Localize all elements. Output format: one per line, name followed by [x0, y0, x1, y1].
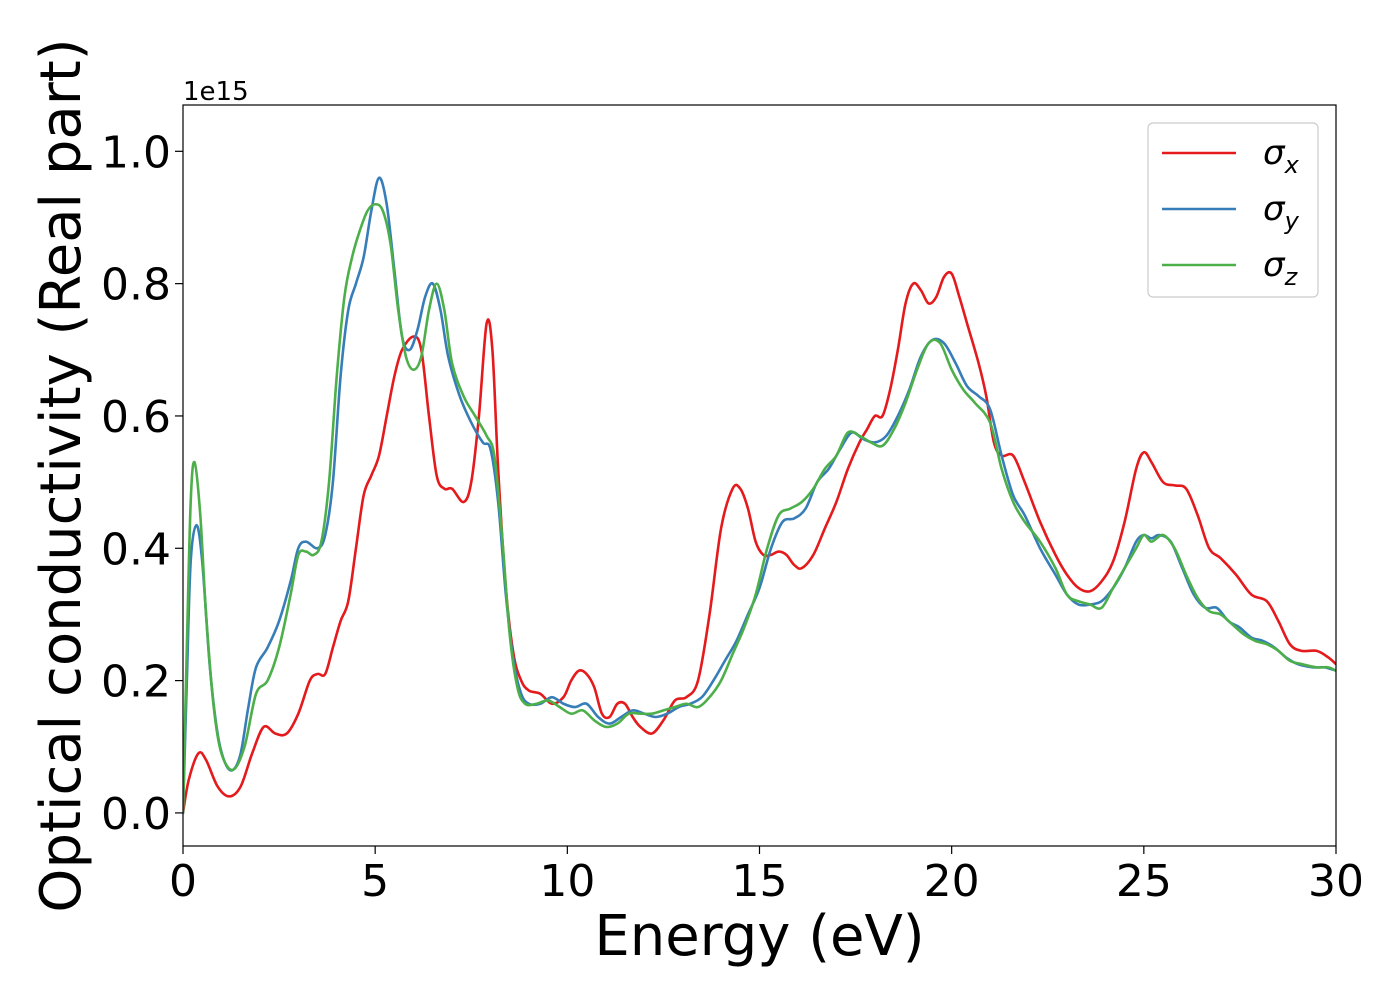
y-tick-label: 0.4 — [101, 524, 171, 575]
y-tick-label: 0.6 — [101, 392, 171, 443]
y-axis-offset-label: 1e15 — [183, 77, 249, 107]
y-tick-label: 0.8 — [101, 260, 171, 311]
y-tick-label: 1.0 — [101, 127, 171, 178]
legend-label-y: σy — [1263, 189, 1300, 235]
y-tick-label: 0.2 — [101, 657, 171, 708]
series-line-z — [183, 202, 1336, 815]
legend-label-z: σz — [1263, 245, 1299, 291]
series-layer — [183, 176, 1336, 815]
legend-label-x: σx — [1263, 133, 1300, 179]
y-axis-label: Optical conductivity (Real part) — [29, 38, 94, 912]
x-tick-label: 5 — [361, 856, 389, 907]
legend: σx σy σz — [1147, 122, 1319, 298]
x-tick-label: 30 — [1308, 856, 1364, 907]
series-line-x — [183, 270, 1336, 815]
x-axis-label: Energy (eV) — [594, 904, 924, 969]
x-axis-ticks: 0 5 10 15 20 25 30 — [169, 846, 1364, 907]
y-axis-ticks: 0.0 0.2 0.4 0.6 0.8 1.0 — [101, 127, 183, 840]
x-tick-label: 0 — [169, 856, 197, 907]
x-tick-label: 20 — [924, 856, 980, 907]
x-tick-label: 25 — [1116, 856, 1172, 907]
x-tick-label: 15 — [732, 856, 788, 907]
x-tick-label: 10 — [539, 856, 595, 907]
y-tick-label: 0.0 — [101, 789, 171, 840]
